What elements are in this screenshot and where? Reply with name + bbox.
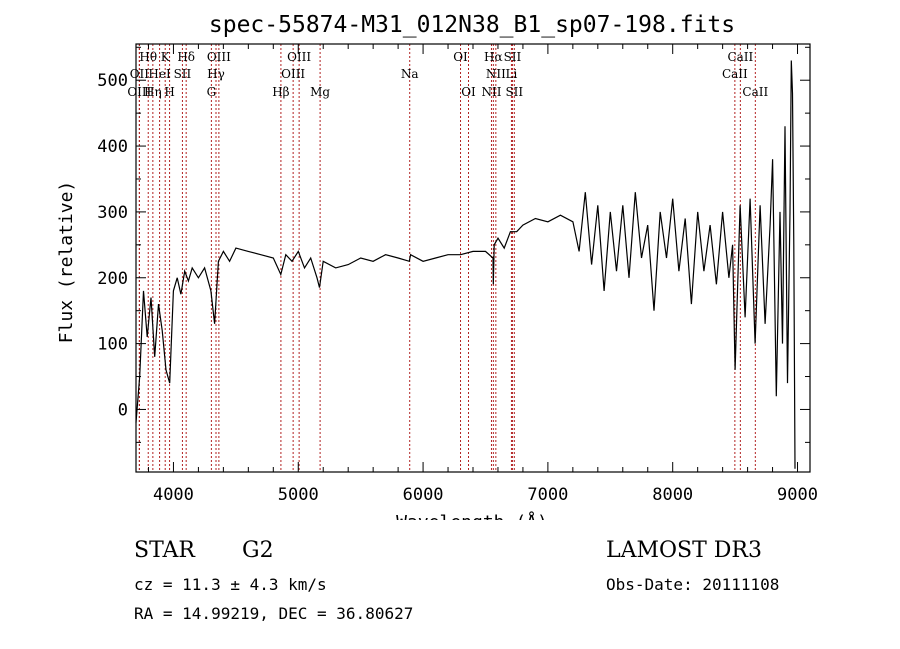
x-tick-label: 9000 (777, 485, 818, 505)
object-subclass: G2 (242, 538, 274, 563)
x-tick-label: 4000 (153, 485, 194, 505)
spectral-line-label: Hθ (139, 50, 157, 64)
y-tick-label: 0 (118, 400, 128, 420)
spectral-line-label: SII (505, 85, 523, 99)
plot-frame (135, 43, 811, 473)
survey-name: LAMOST DR3 (606, 538, 762, 563)
spectral-line-label: CaII (742, 85, 768, 99)
x-tick-label: 7000 (527, 485, 568, 505)
spectral-line-label: SII (174, 67, 192, 81)
y-tick-label: 200 (97, 269, 128, 289)
spectral-line-label: OIII (281, 67, 305, 81)
x-axis-label: Wavelength (Å) (396, 511, 548, 520)
flux-series-line (135, 60, 796, 469)
spectral-line-label: G (207, 85, 217, 99)
spectral-line-label: OIII (207, 50, 231, 64)
object-class: STAR (134, 538, 195, 563)
spectral-line-label: CaII (722, 67, 748, 81)
spectral-line-label: Hη (144, 85, 162, 99)
spectral-line-label: Mg (310, 85, 330, 99)
spectral-line-label: OI (461, 85, 476, 99)
spectral-line-label: CaII (727, 50, 753, 64)
spectral-line-label: Hα (484, 50, 503, 64)
spectral-line-label: OI (453, 50, 468, 64)
y-tick-label: 100 (97, 335, 128, 355)
spectral-line-label: H (164, 85, 174, 99)
spectral-line-label: NII (486, 67, 506, 81)
redshift-velocity: cz = 11.3 ± 4.3 km/s (134, 575, 327, 594)
spectral-line-label: HeI (148, 67, 171, 81)
spectral-line-label: Hγ (207, 67, 225, 81)
spectral-line-label: Hβ (272, 85, 289, 99)
y-tick-label: 500 (97, 71, 128, 91)
y-axis-label: Flux (relative) (56, 181, 77, 344)
spectral-line-label: OIII (127, 85, 151, 99)
x-tick-label: 8000 (652, 485, 693, 505)
spectral-line-label: OIII (287, 50, 311, 64)
observation-date: Obs-Date: 20111108 (606, 575, 780, 594)
ra-dec-coordinates: RA = 14.99219, DEC = 36.80627 (134, 604, 414, 623)
x-tick-label: 5000 (278, 485, 319, 505)
spectral-line-label: Li (506, 67, 518, 81)
x-tick-label: 6000 (403, 485, 444, 505)
spectral-line-label: Hδ (177, 50, 195, 64)
spectral-line-label: K (161, 50, 171, 64)
spectral-line-label: Na (401, 67, 419, 81)
y-tick-label: 300 (97, 203, 128, 223)
spectral-line-label: OII (130, 67, 150, 81)
spectral-line-label: NII (481, 85, 501, 99)
y-tick-label: 400 (97, 137, 128, 157)
spectral-line-label: SII (504, 50, 522, 64)
spectrum-chart: spec-55874-M31_012N38_B1_sp07-198.fits F… (56, 12, 818, 520)
chart-title: spec-55874-M31_012N38_B1_sp07-198.fits (209, 12, 735, 38)
